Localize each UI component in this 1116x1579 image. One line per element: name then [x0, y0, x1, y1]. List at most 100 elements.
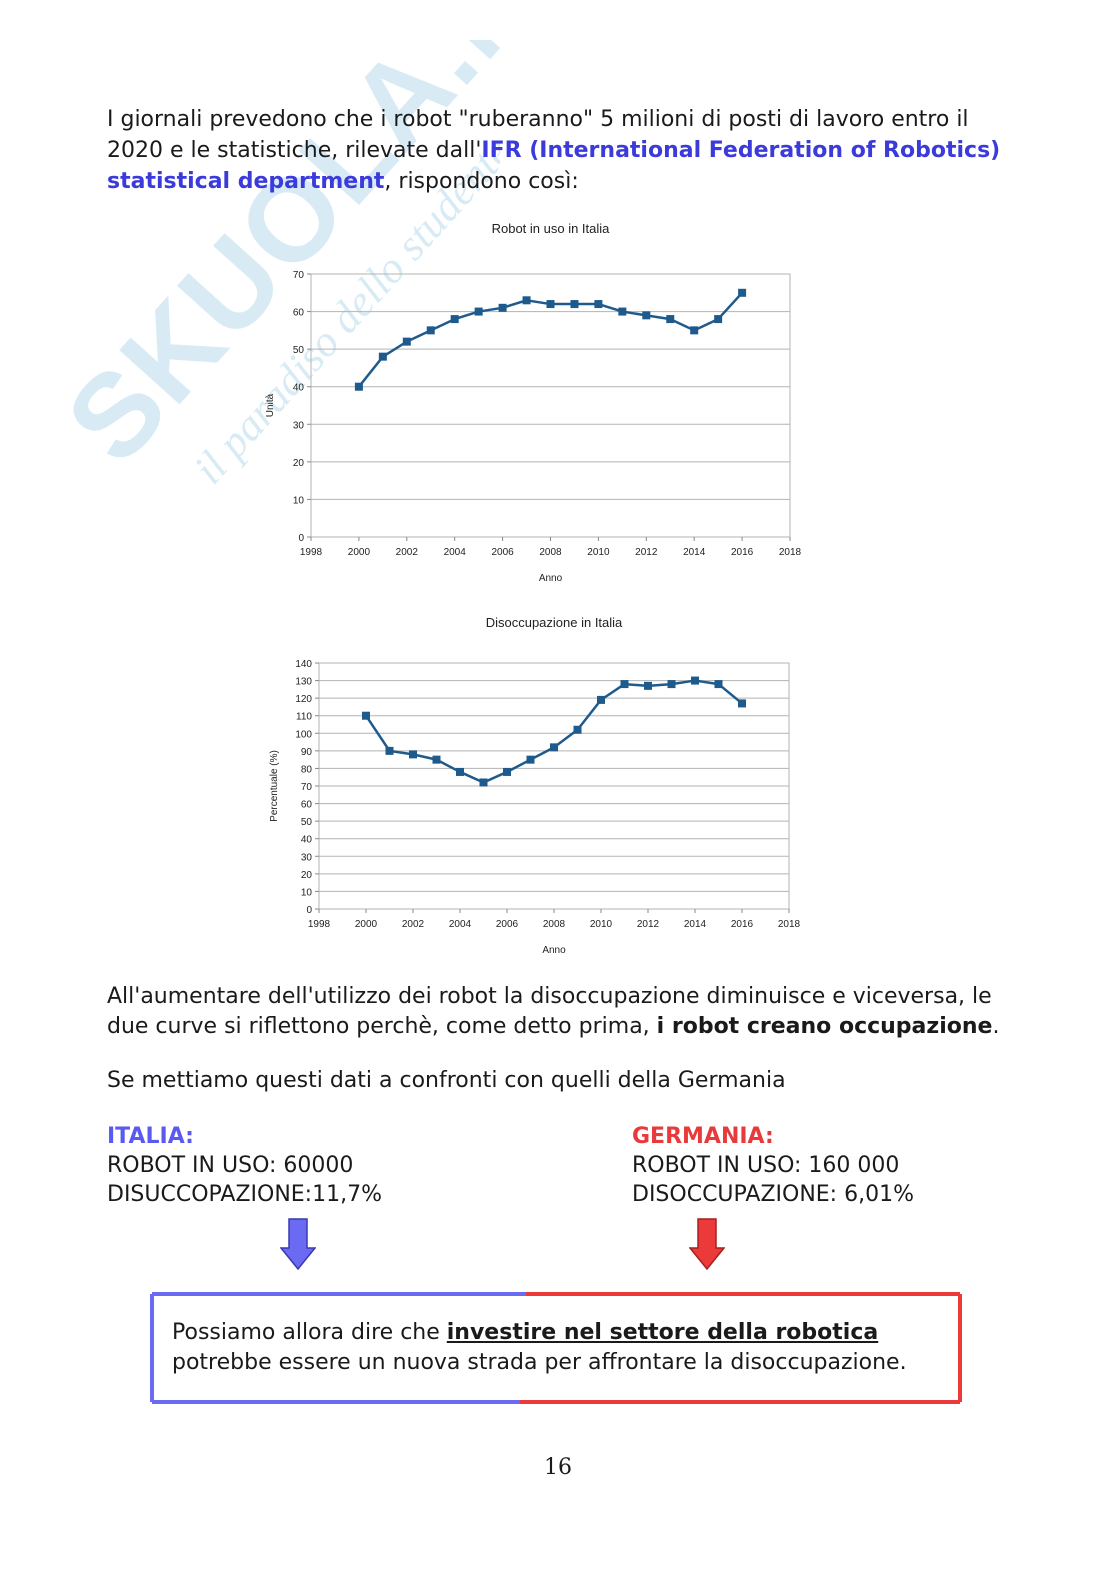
- y-tick-label: 120: [295, 694, 312, 705]
- inverse-bold: i robot creano occupazione: [656, 1014, 993, 1039]
- y-tick-label: 30: [301, 852, 313, 863]
- down-arrow-icon: [689, 1218, 725, 1270]
- y-tick-label: 10: [293, 495, 305, 506]
- germania-robot: ROBOT IN USO: 160 000: [632, 1153, 900, 1178]
- y-tick-label: 10: [301, 887, 313, 898]
- chart-title: Robot in uso in Italia: [492, 221, 611, 236]
- data-point: [597, 695, 605, 704]
- chart-title: Disoccupazione in Italia: [486, 615, 623, 630]
- conclusion-part2: potrebbe essere un nuova strada per affr…: [172, 1350, 907, 1375]
- y-tick-label: 0: [298, 533, 304, 544]
- y-tick-label: 110: [296, 712, 312, 723]
- y-tick-label: 50: [293, 345, 305, 356]
- italia-column: ITALIA: ROBOT IN USO: 60000 DISUCCOPAZIO…: [107, 1122, 382, 1209]
- data-point: [522, 296, 531, 305]
- y-tick-label: 80: [301, 764, 313, 775]
- y-tick-label: 30: [293, 420, 305, 431]
- data-point: [570, 300, 579, 309]
- x-tick-label: 2008: [539, 547, 562, 558]
- conclusion-text: Possiamo allora dire che investire nel s…: [172, 1318, 962, 1378]
- x-tick-label: 2000: [348, 547, 371, 558]
- x-tick-label: 2010: [590, 919, 613, 930]
- x-tick-label: 1998: [308, 919, 331, 930]
- intro-text-2: , rispondono così:: [384, 169, 579, 194]
- y-tick-label: 140: [295, 659, 312, 670]
- compare-paragraph: Se mettiamo questi dati a confronti con …: [107, 1068, 786, 1093]
- y-tick-label: 130: [295, 677, 312, 688]
- data-point: [642, 311, 651, 320]
- data-point: [573, 725, 582, 734]
- y-axis-label: Percentuale (%): [269, 750, 280, 822]
- data-point: [402, 337, 411, 346]
- y-tick-label: 60: [293, 308, 305, 319]
- data-point: [666, 315, 675, 324]
- data-point: [690, 326, 699, 335]
- data-point: [738, 288, 747, 297]
- data-point: [498, 303, 507, 312]
- y-tick-label: 100: [295, 729, 312, 740]
- x-tick-label: 2000: [355, 919, 378, 930]
- data-point: [550, 743, 558, 752]
- italia-unemployment: DISUCCOPAZIONE:11,7%: [107, 1182, 382, 1207]
- intro-text-1: I giornali prevedono che i robot "rubera…: [107, 107, 969, 163]
- italia-robot: ROBOT IN USO: 60000: [107, 1153, 354, 1178]
- inverse-end: .: [992, 1014, 1000, 1039]
- conclusion-bold: investire nel settore della robotica: [446, 1320, 879, 1345]
- x-tick-label: 2002: [402, 919, 425, 930]
- data-point: [667, 680, 676, 689]
- data-point: [385, 746, 394, 755]
- data-point: [409, 750, 417, 759]
- data-point: [479, 778, 488, 787]
- intro-paragraph: I giornali prevedono che i robot "rubera…: [107, 104, 1007, 197]
- data-point: [362, 711, 370, 720]
- italia-title: ITALIA:: [107, 1124, 194, 1149]
- x-tick-label: 2012: [637, 919, 660, 930]
- data-point: [450, 315, 459, 324]
- y-tick-label: 40: [301, 835, 313, 846]
- x-tick-label: 2002: [396, 547, 419, 558]
- data-point: [474, 307, 483, 316]
- data-point: [503, 767, 511, 776]
- x-axis-label: Anno: [539, 573, 563, 584]
- x-tick-label: 2016: [731, 919, 754, 930]
- y-tick-label: 20: [293, 458, 305, 469]
- x-tick-label: 2006: [491, 547, 514, 558]
- data-point: [526, 755, 535, 764]
- data-point: [644, 681, 652, 690]
- x-tick-label: 2004: [449, 919, 472, 930]
- x-tick-label: 1998: [300, 547, 323, 558]
- x-tick-label: 2008: [543, 919, 566, 930]
- y-tick-label: 60: [301, 800, 313, 811]
- x-tick-label: 2010: [587, 547, 610, 558]
- y-tick-label: 70: [293, 270, 305, 281]
- series-line: [364, 679, 743, 784]
- x-tick-label: 2004: [444, 547, 467, 558]
- plot-frame: [310, 273, 791, 538]
- conclusion-part1: Possiamo allora dire che: [172, 1320, 447, 1345]
- unemployment-chart: Disoccupazione in Italia 0 10 20 30 40 50 60 70 8…: [269, 615, 801, 956]
- inverse-text: All'aumentare dell'utilizzo dei robot la…: [107, 984, 992, 1039]
- ifr-link[interactable]: IFR (International Federation of Robotic…: [107, 138, 1001, 194]
- germania-unemployment: DISOCCUPAZIONE: 6,01%: [632, 1182, 914, 1207]
- y-tick-label: 50: [301, 817, 313, 828]
- y-tick-label: 70: [301, 782, 313, 793]
- robot-chart: Robot in uso in Italia 0 10 20 30 40 50 60 70 199…: [265, 221, 802, 584]
- x-tick-label: 2014: [684, 919, 707, 930]
- x-axis-label: Anno: [542, 945, 566, 956]
- data-point: [354, 382, 363, 391]
- data-point: [714, 680, 723, 689]
- y-axis-label: Unità: [265, 393, 276, 417]
- data-point: [620, 680, 629, 689]
- data-point: [546, 300, 555, 309]
- y-tick-label: 20: [301, 870, 313, 881]
- data-point: [618, 307, 627, 316]
- inverse-relation-paragraph: All'aumentare dell'utilizzo dei robot la…: [107, 982, 1007, 1042]
- x-tick-label: 2006: [496, 919, 519, 930]
- conclusion-box: [150, 1292, 962, 1404]
- x-tick-label: 2016: [731, 547, 754, 558]
- page-number: 16: [544, 1455, 572, 1480]
- data-point: [691, 676, 699, 685]
- data-point: [426, 326, 435, 335]
- data-point: [378, 352, 387, 361]
- germania-column: GERMANIA: ROBOT IN USO: 160 000 DISOCCUP…: [632, 1122, 914, 1209]
